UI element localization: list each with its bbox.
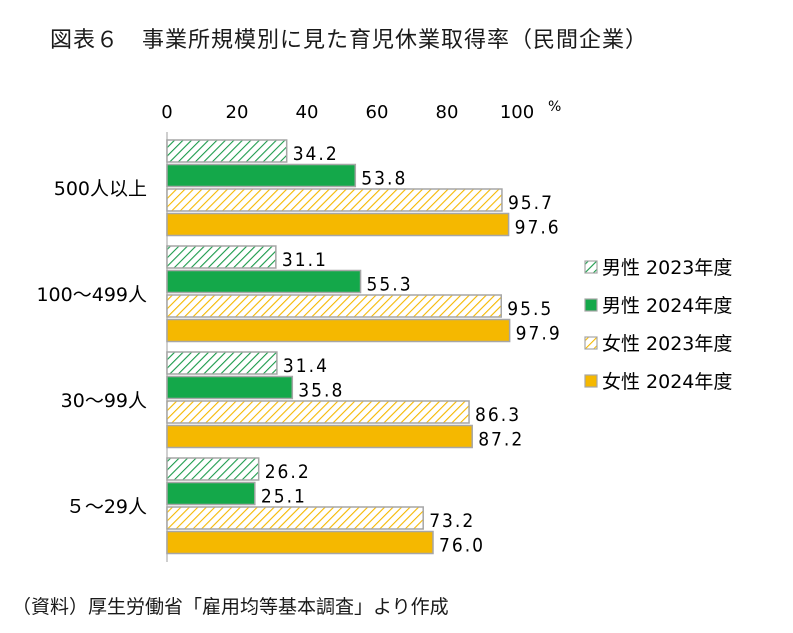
legend-swatch <box>584 336 598 350</box>
legend-label: 女性 2023年度 <box>602 333 732 355</box>
category-label: 500人以上 <box>54 178 147 200</box>
data-label: 95.7 <box>508 192 554 214</box>
bar <box>166 245 277 269</box>
bar <box>166 318 511 343</box>
data-label: 53.8 <box>361 168 407 190</box>
bar <box>166 506 424 530</box>
legend-swatch <box>584 374 598 388</box>
data-label: 55.3 <box>367 274 413 296</box>
data-label: 87.2 <box>478 429 524 451</box>
data-label: 97.9 <box>516 323 562 345</box>
bar <box>166 294 502 318</box>
data-label: 31.1 <box>282 249 328 271</box>
axis-group: 0 20 40 60 80 100 % 500人以上 100～499人 30～99人 ５～29人 <box>36 99 561 562</box>
chart-title: 図表６ 事業所規模別に見た育児休業取得率（民間企業） <box>50 28 649 53</box>
bar <box>166 530 434 555</box>
data-label: 95.5 <box>507 298 553 320</box>
legend-swatch <box>584 260 598 274</box>
source-note: （資料）厚生労働省「雇用均等基本調査」より作成 <box>12 596 449 618</box>
bar <box>166 351 278 375</box>
bar <box>166 188 503 212</box>
category-label: 100～499人 <box>36 284 147 306</box>
bar <box>166 400 470 424</box>
legend-swatch <box>584 298 598 312</box>
bar <box>166 375 294 400</box>
bar <box>166 269 362 294</box>
bar <box>166 212 510 237</box>
bar <box>166 481 256 506</box>
data-label: 31.4 <box>283 355 329 377</box>
bar <box>166 424 473 449</box>
data-label: 25.1 <box>261 486 307 508</box>
bar <box>166 457 260 481</box>
data-label: 73.2 <box>429 510 475 532</box>
data-label: 97.6 <box>515 217 561 239</box>
data-label: 35.8 <box>298 380 344 402</box>
data-label: 86.3 <box>475 404 521 426</box>
x-tick-label: 60 <box>366 102 389 123</box>
x-tick-label: 40 <box>296 102 319 123</box>
category-label: 30～99人 <box>61 390 147 412</box>
x-tick-label: 0 <box>161 102 172 123</box>
labels-group: 34.2 53.8 95.7 97.6 31.1 55.3 95.5 97.9 31.4 35.8… <box>261 143 562 557</box>
data-label: 76.0 <box>439 535 485 557</box>
data-label: 34.2 <box>293 143 339 165</box>
bars-group <box>166 139 511 555</box>
x-tick-label: 80 <box>436 102 459 123</box>
data-label: 26.2 <box>265 461 311 483</box>
category-label: ５～29人 <box>66 496 147 518</box>
bar <box>166 139 288 163</box>
unit-label: % <box>548 99 561 115</box>
legend-label: 男性 2024年度 <box>602 295 732 317</box>
bar <box>166 163 357 188</box>
x-tick-label: 20 <box>226 102 249 123</box>
legend-label: 女性 2024年度 <box>602 371 732 393</box>
x-tick-label: 100 <box>500 102 534 123</box>
legend-label: 男性 2023年度 <box>602 257 732 279</box>
